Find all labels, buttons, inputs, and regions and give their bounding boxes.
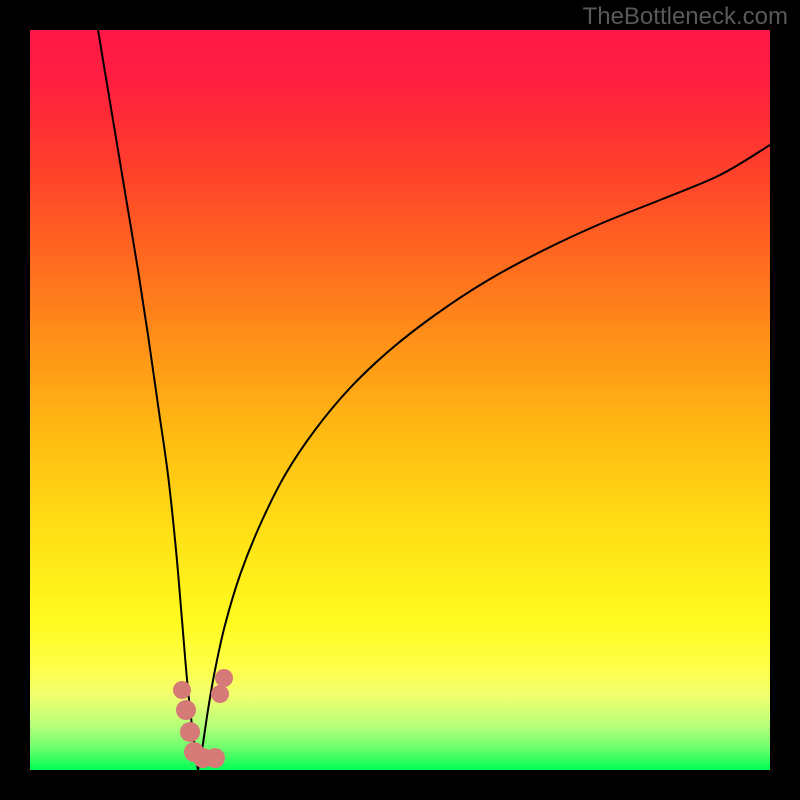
plot-area	[30, 30, 770, 770]
gradient-background	[30, 30, 770, 770]
marker-point	[211, 685, 229, 703]
marker-point	[215, 669, 233, 687]
marker-point	[173, 681, 191, 699]
plot-svg	[30, 30, 770, 770]
marker-point	[176, 700, 196, 720]
marker-point	[180, 722, 200, 742]
marker-point	[205, 748, 225, 768]
chart-root: TheBottleneck.com	[0, 0, 800, 800]
watermark-text: TheBottleneck.com	[583, 3, 788, 31]
